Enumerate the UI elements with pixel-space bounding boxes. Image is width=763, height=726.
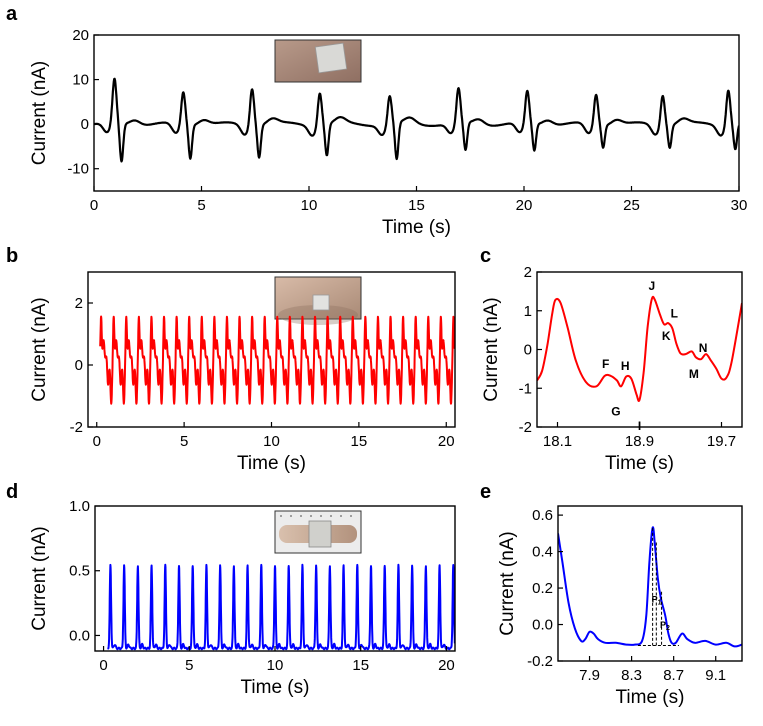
x-tick-label: 20 (438, 657, 455, 674)
annotation-p1: P1 (652, 595, 662, 607)
annotation-n: N (699, 341, 708, 355)
x-axis-label: Time (s) (241, 677, 310, 698)
series-line (107, 563, 455, 651)
series-line (537, 295, 742, 402)
x-tick-label: 19.7 (707, 433, 736, 450)
y-tick-label: 0 (75, 357, 83, 374)
annotation-letter: P (660, 620, 666, 630)
x-tick-label: 25 (623, 197, 640, 214)
y-tick-label: 0 (81, 116, 89, 133)
plot-frame (536, 271, 743, 428)
annotation-l: L (671, 307, 678, 321)
x-tick-label: 15 (352, 657, 369, 674)
y-tick-label: -10 (67, 161, 89, 178)
x-axis-label: Time (s) (237, 453, 306, 474)
y-tick-label: 0.6 (532, 507, 553, 524)
y-tick-label: 0.0 (532, 617, 553, 634)
x-axis-label: Time (s) (605, 453, 674, 474)
y-axis-label: Current (nA) (497, 531, 518, 636)
plot-frame (557, 505, 743, 662)
y-tick-label: 1.0 (69, 498, 90, 515)
y-tick-label: 0.2 (532, 580, 553, 597)
background-dot (300, 515, 302, 517)
x-tick-label: 15 (408, 197, 425, 214)
annotation-letter: P (652, 595, 658, 605)
x-tick-label: 8.3 (621, 667, 642, 684)
x-tick-label: 18.9 (625, 433, 654, 450)
annotation-g: G (611, 405, 620, 419)
panel-label: c (480, 245, 491, 267)
chest-shading (278, 305, 358, 325)
y-tick-label: 1 (524, 303, 532, 320)
series-line (94, 77, 739, 163)
annotation-subscript: 2 (666, 625, 670, 632)
panel-label: a (6, 3, 18, 25)
panel-label: e (480, 481, 491, 503)
background-dot (310, 515, 312, 517)
series-line (558, 526, 742, 648)
x-tick-label: 0 (90, 197, 98, 214)
series-line (99, 315, 455, 405)
x-tick-label: 5 (180, 433, 188, 450)
background-dot (330, 515, 332, 517)
y-axis-label: Current (nA) (481, 297, 502, 402)
y-tick-label: 0 (524, 342, 532, 359)
x-tick-label: 5 (197, 197, 205, 214)
annotation-h: H (621, 359, 630, 373)
x-tick-label: 0 (99, 657, 107, 674)
y-tick-label: 2 (524, 264, 532, 281)
y-tick-label: -2 (519, 419, 532, 436)
x-tick-label: 20 (438, 433, 455, 450)
y-tick-label: -1 (519, 380, 532, 397)
x-tick-label: 9.1 (705, 667, 726, 684)
x-tick-label: 20 (516, 197, 533, 214)
panel-b: b 0 5 10 15 20 -2 0 2 Time (s) Current (nA) (6, 245, 456, 474)
background-dot (320, 515, 322, 517)
background-dot (350, 515, 352, 517)
x-tick-label: 18.1 (543, 433, 572, 450)
y-tick-label: -0.2 (527, 653, 553, 670)
background-dot (290, 515, 292, 517)
panel-label: d (6, 481, 18, 503)
y-tick-label: -2 (70, 419, 83, 436)
x-tick-label: 7.9 (579, 667, 600, 684)
background-dot (280, 515, 282, 517)
annotation-k: K (662, 329, 671, 343)
y-tick-label: 2 (75, 295, 83, 312)
panel-a: a 0 5 10 15 20 25 30 -10 0 10 20 Time (s) Current (nA… (6, 3, 747, 238)
x-tick-label: 5 (185, 657, 193, 674)
x-tick-label: 30 (731, 197, 748, 214)
plot-frame (93, 34, 740, 192)
sensor-patch (312, 294, 330, 311)
annotation-p2: P2 (660, 620, 670, 632)
x-tick-label: 0 (93, 433, 101, 450)
x-tick-label: 10 (267, 657, 284, 674)
x-tick-label: 10 (263, 433, 280, 450)
annotation-f: F (602, 357, 609, 371)
sensor-patch (308, 520, 332, 548)
y-tick-label: 0.5 (69, 563, 90, 580)
y-tick-label: 0.0 (69, 627, 90, 644)
y-tick-label: 20 (72, 27, 89, 44)
y-tick-label: 10 (72, 72, 89, 89)
y-axis-label: Current (nA) (29, 526, 50, 631)
panel-d: d 0 5 10 15 20 0.0 0.5 1.0 Time (s) Current (nA) (6, 481, 456, 698)
annotation-subscript: 1 (658, 600, 662, 607)
x-axis-label: Time (s) (382, 217, 451, 238)
sensor-patch (314, 42, 348, 74)
background-dot (340, 515, 342, 517)
y-axis-label: Current (nA) (29, 61, 50, 166)
y-tick-label: 0.4 (532, 544, 553, 561)
annotation-j: J (648, 279, 655, 293)
x-tick-label: 15 (351, 433, 368, 450)
x-tick-label: 8.7 (663, 667, 684, 684)
panel-label: b (6, 245, 18, 267)
x-tick-label: 10 (301, 197, 318, 214)
y-axis-label: Current (nA) (29, 297, 50, 402)
x-axis-label: Time (s) (616, 687, 685, 708)
annotation-m: M (689, 367, 699, 381)
